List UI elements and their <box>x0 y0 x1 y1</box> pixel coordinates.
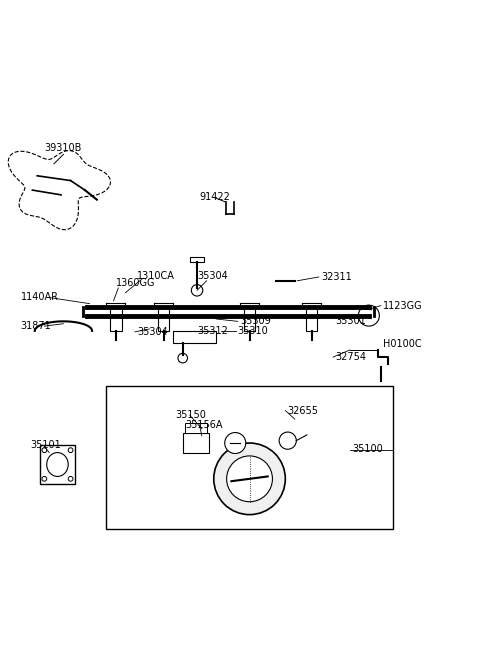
Circle shape <box>214 443 285 514</box>
Circle shape <box>227 456 273 502</box>
Text: 35310: 35310 <box>238 327 268 336</box>
Text: 32655: 32655 <box>288 405 319 416</box>
Circle shape <box>359 305 379 326</box>
Bar <box>306 307 317 331</box>
Text: 35304: 35304 <box>197 271 228 281</box>
Text: 35301: 35301 <box>336 316 366 327</box>
Bar <box>158 307 169 331</box>
Circle shape <box>68 476 73 481</box>
Bar <box>185 423 206 434</box>
Text: 32754: 32754 <box>336 352 366 362</box>
Text: 35101: 35101 <box>30 440 61 451</box>
Bar <box>183 434 209 453</box>
Text: 1123GG: 1123GG <box>383 301 423 311</box>
Text: H0100C: H0100C <box>383 339 422 349</box>
Circle shape <box>225 432 246 453</box>
Text: 35156A: 35156A <box>185 420 223 430</box>
Text: 31871: 31871 <box>21 321 51 331</box>
Circle shape <box>68 448 73 453</box>
Bar <box>107 386 393 529</box>
Circle shape <box>42 448 47 453</box>
Circle shape <box>42 476 47 481</box>
Bar <box>244 307 255 331</box>
Bar <box>173 331 216 343</box>
Text: 32311: 32311 <box>321 272 352 282</box>
Text: 35304: 35304 <box>137 327 168 337</box>
Bar <box>39 445 75 484</box>
Ellipse shape <box>47 453 68 476</box>
Circle shape <box>178 353 188 363</box>
Polygon shape <box>190 257 204 261</box>
Circle shape <box>192 284 203 296</box>
Text: 35309: 35309 <box>240 316 271 327</box>
Text: 1310CA: 1310CA <box>137 271 175 281</box>
Bar <box>110 307 121 331</box>
Text: 39310B: 39310B <box>45 143 82 153</box>
Text: 35312: 35312 <box>197 327 228 336</box>
Circle shape <box>279 432 296 449</box>
Text: 35150: 35150 <box>176 411 206 420</box>
Text: 1140AR: 1140AR <box>21 292 59 302</box>
Text: 1360GG: 1360GG <box>116 278 156 288</box>
Text: 35100: 35100 <box>352 443 383 454</box>
Text: 91422: 91422 <box>199 193 230 202</box>
